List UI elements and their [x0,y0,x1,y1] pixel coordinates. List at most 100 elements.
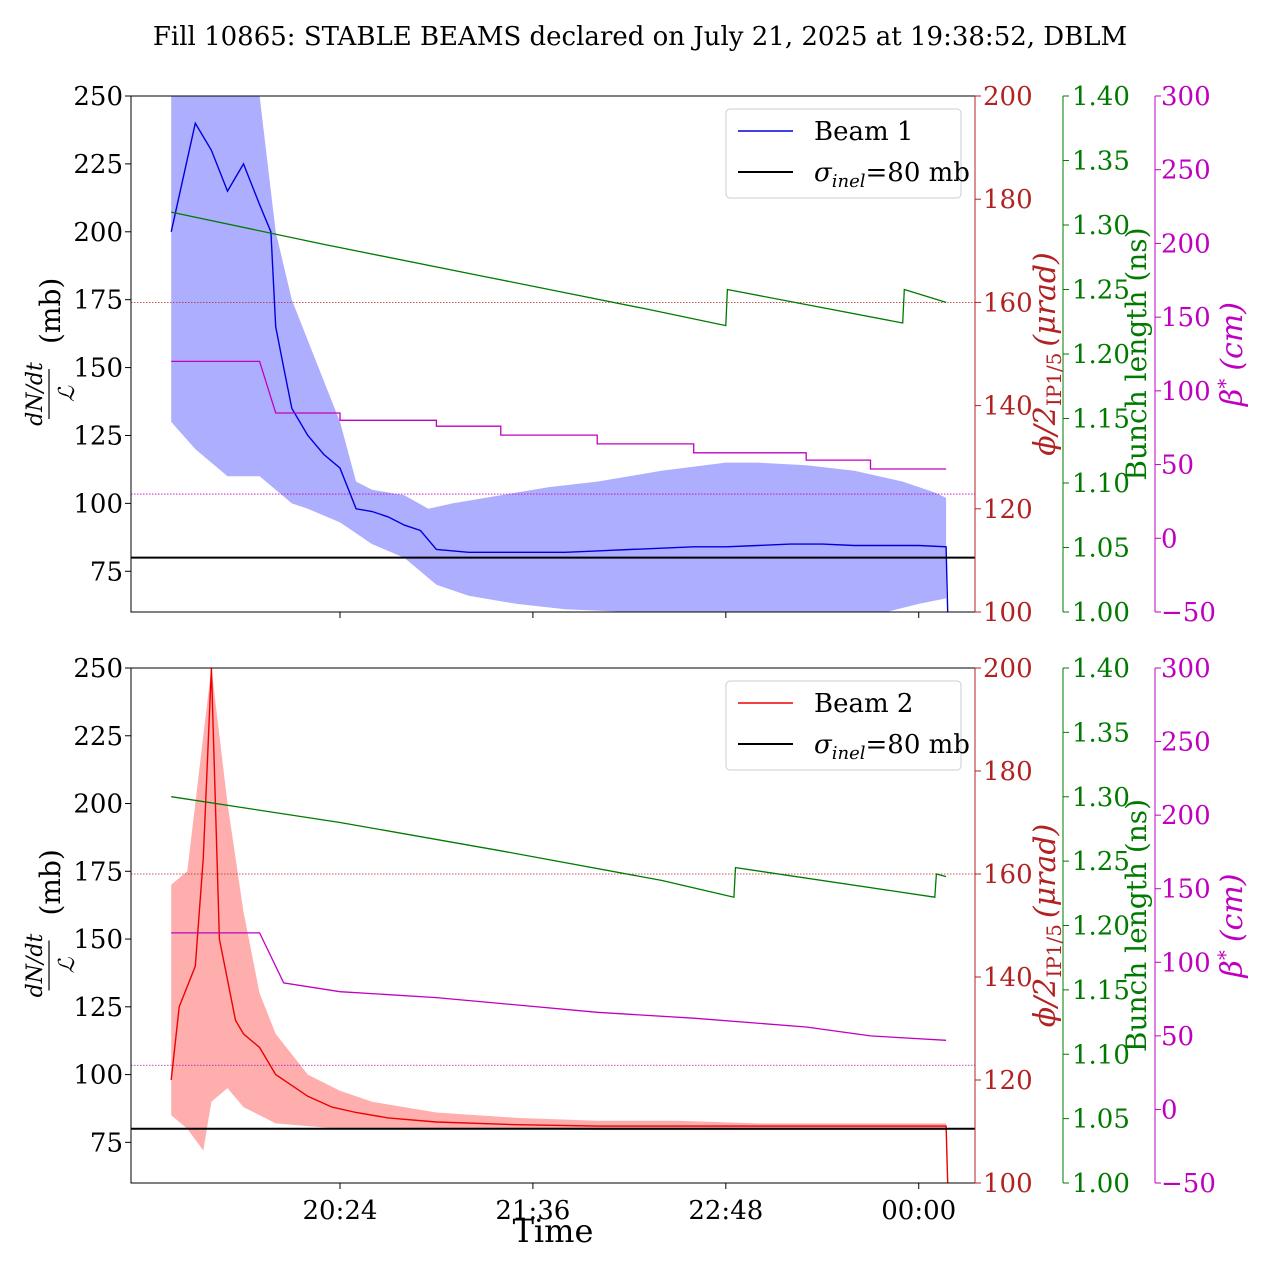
bunch-label-text: Bunch length (ns) [1120,799,1153,1052]
bunch-tick-label: 1.00 [1072,1169,1130,1199]
bunch-length-line [171,211,947,327]
panel-beam1: 75 100 125 150 175 200 225 250 100 120 140 160 180 20… [23,82,1250,628]
beta-tick-label: 250 [1161,728,1211,758]
crossing-tick-label: 200 [983,654,1033,684]
left-tick-label: 100 [73,1061,123,1091]
left-tick-label: 150 [73,925,123,955]
left-tick-label: 125 [73,993,123,1023]
legend-beam-label: Beam 2 [814,689,913,719]
crossing-tick-label: 180 [983,185,1033,215]
beta-tick-label: −50 [1161,1169,1216,1199]
beta-tick-label: 50 [1161,451,1194,481]
bunch-tick-label: 1.10 [1072,469,1130,499]
beta-axis-label: β* (cm) [1213,302,1250,407]
beta-tick-label: 150 [1161,303,1211,333]
x-tick-label: 00:00 [881,1196,956,1226]
left-axis-label: dN/dt ℒ (mb) [23,849,80,997]
beta-tick-label: 100 [1161,377,1211,407]
left-tick-label: 250 [73,654,123,684]
beta-tick-label: 200 [1161,229,1211,259]
plot-area [131,668,975,1183]
beta-label-text: β* (cm) [1213,302,1250,407]
left-axis-label: dN/dt ℒ (mb) [23,278,80,426]
crossing-tick-label: 200 [983,82,1033,112]
fluctuation-band [171,96,947,612]
bunch-tick-label: 1.40 [1072,654,1130,684]
left-tick-label: 250 [73,82,123,112]
legend-sigma-symbol: σ [814,730,833,760]
crossing-label-phi: ϕ/2 [1028,406,1063,456]
bunch-length-line [171,796,947,899]
crossing-axis-label: ϕ/2IP1/5 (μrad) [1028,824,1066,1028]
bunch-tick-label: 1.20 [1072,912,1130,942]
left-tick-label: 75 [90,557,123,587]
x-axis-label: Time [513,1212,594,1250]
plot-area [131,96,975,612]
left-tick-label: 175 [73,286,123,316]
bunch-tick-label: 1.15 [1072,405,1130,435]
bunch-tick-label: 1.05 [1072,1105,1130,1135]
crossing-tick-label: 160 [983,860,1033,890]
crossing-tick-label: 100 [983,1169,1033,1199]
left-label-unit: (mb) [34,849,67,915]
crossing-tick-label: 140 [983,392,1033,422]
beta-tick-label: 300 [1161,654,1211,684]
legend-sigma-symbol: σ [814,158,833,188]
beta-star-line [171,360,947,470]
beta-label-star: * [1213,950,1237,960]
left-label-numerator: dN/dt [23,362,48,426]
beta-axis-label: β* (cm) [1213,873,1250,978]
beta-label-star: * [1213,379,1237,389]
fluctuation-band [171,668,947,1151]
bunch-tick-label: 1.15 [1072,976,1130,1006]
crossing-label-phi: ϕ/2 [1028,978,1063,1028]
bunch-axis-label: Bunch length (ns) [1120,227,1153,480]
beta-label-text: β* (cm) [1213,873,1250,978]
beta-label-symbol: β [1215,960,1250,978]
beta-tick-label: 0 [1161,1095,1178,1125]
left-tick-label: 75 [90,1128,123,1158]
beta-tick-label: 50 [1161,1022,1194,1052]
x-tick-label: 20:24 [303,1196,378,1226]
bunch-tick-label: 1.25 [1072,847,1130,877]
x-tick-label: 22:48 [688,1196,763,1226]
bunch-label-text: Bunch length (ns) [1120,227,1153,480]
left-tick-label: 225 [73,722,123,752]
left-tick-label: 200 [73,218,123,248]
bunch-tick-label: 1.25 [1072,276,1130,306]
x-tick-label: 21:36 [495,1196,570,1226]
legend-sigma-sub: inel [832,743,866,764]
beta-label-unit: (cm) [1215,302,1250,371]
dndt-mean-line [170,668,949,1183]
left-tick-label: 200 [73,790,123,820]
beta-tick-label: 300 [1161,82,1211,112]
bunch-tick-label: 1.30 [1072,783,1130,813]
beta-tick-label: 0 [1161,524,1178,554]
crossing-label-sub: IP1/5 [1042,924,1066,978]
left-label-denominator: ℒ [55,956,80,973]
bunch-tick-label: 1.20 [1072,340,1130,370]
left-tick-label: 175 [73,857,123,887]
legend-beam-label: Beam 1 [814,117,913,147]
crossing-label-unit: (μrad) [1028,824,1063,918]
bunch-tick-label: 1.30 [1072,211,1130,241]
crossing-tick-label: 100 [983,598,1033,628]
figure-title: Fill 10865: STABLE BEAMS declared on Jul… [153,22,1127,52]
left-label-unit: (mb) [34,278,67,344]
left-label-denominator: ℒ [55,385,80,402]
beta-tick-label: −50 [1161,598,1216,628]
bunch-tick-label: 1.40 [1072,82,1130,112]
crossing-axis-label: ϕ/2IP1/5 (μrad) [1028,252,1066,456]
beta-tick-label: 250 [1161,156,1211,186]
crossing-tick-label: 160 [983,288,1033,318]
left-tick-label: 100 [73,489,123,519]
crossing-tick-label: 180 [983,757,1033,787]
bunch-tick-label: 1.05 [1072,534,1130,564]
left-tick-label: 125 [73,421,123,451]
bunch-tick-label: 1.35 [1072,147,1130,177]
crossing-label-text: ϕ/2IP1/5 (μrad) [1028,252,1066,456]
legend-sigma-value: =80 mb [866,158,970,188]
legend-sigma-label: σinel=80 mb [814,158,970,192]
beta-label-symbol: β [1215,389,1250,407]
